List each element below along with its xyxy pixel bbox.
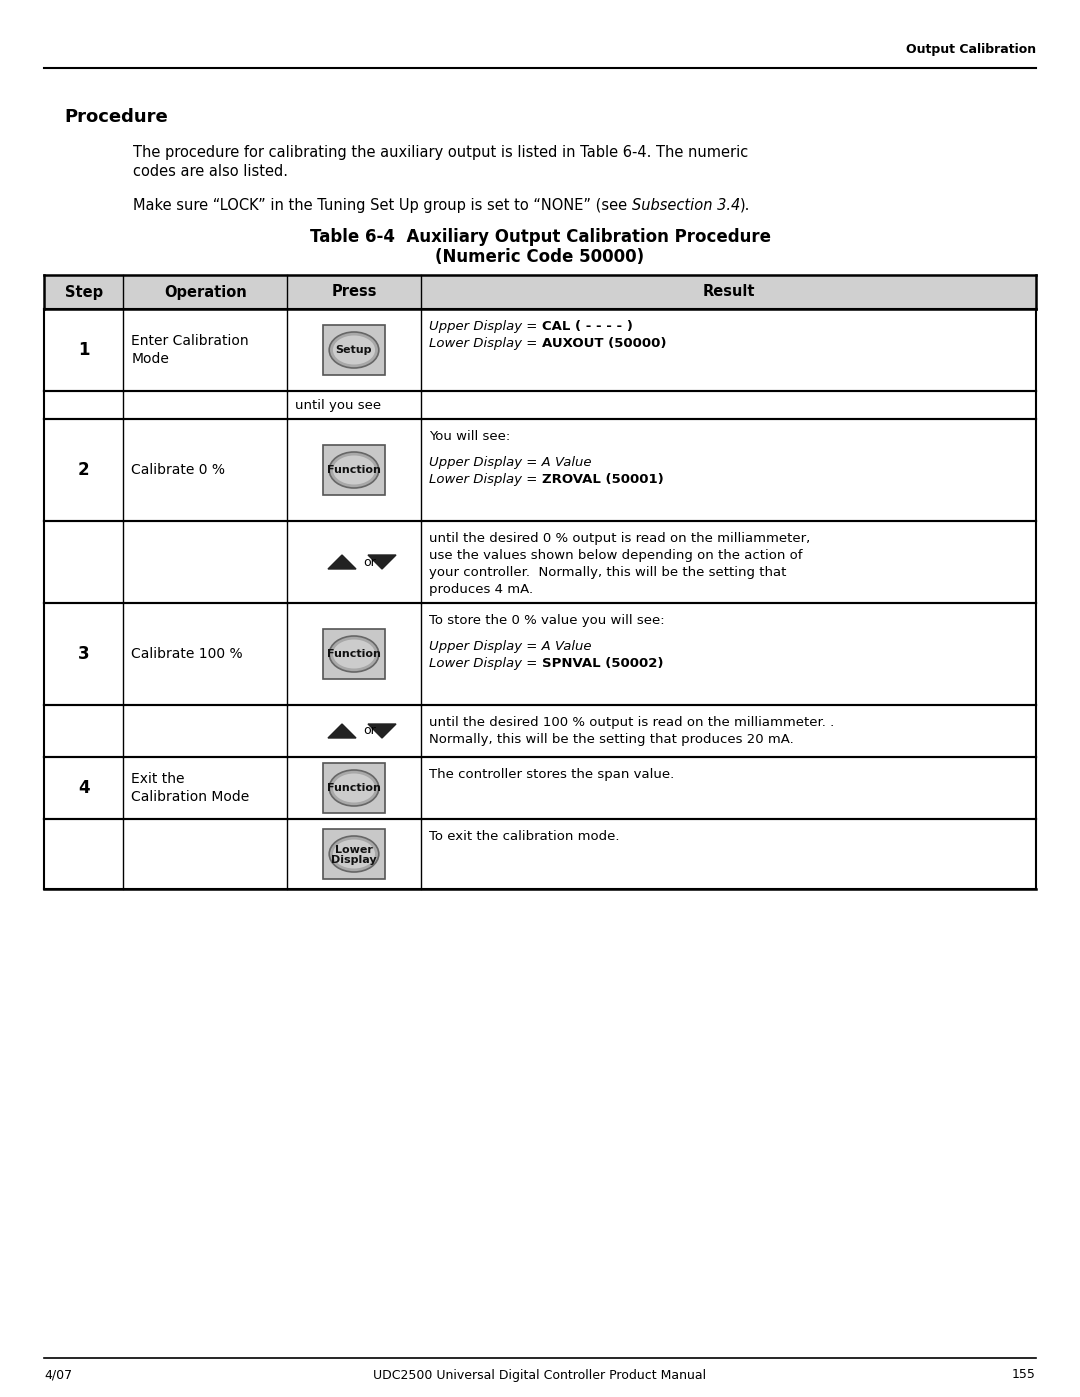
Text: use the values shown below depending on the action of: use the values shown below depending on … bbox=[429, 549, 802, 562]
Text: Function: Function bbox=[327, 465, 381, 475]
Text: 4/07: 4/07 bbox=[44, 1369, 72, 1382]
Text: To exit the calibration mode.: To exit the calibration mode. bbox=[429, 830, 620, 842]
Text: Procedure: Procedure bbox=[64, 108, 167, 126]
Text: 4: 4 bbox=[78, 780, 90, 798]
Ellipse shape bbox=[329, 636, 379, 672]
Polygon shape bbox=[368, 724, 396, 738]
Text: Step: Step bbox=[65, 285, 103, 299]
Text: 2: 2 bbox=[78, 461, 90, 479]
Text: = A Value: = A Value bbox=[522, 457, 592, 469]
Text: UDC2500 Universal Digital Controller Product Manual: UDC2500 Universal Digital Controller Pro… bbox=[374, 1369, 706, 1382]
Text: AUXOUT (50000): AUXOUT (50000) bbox=[541, 337, 666, 351]
Text: Lower Display: Lower Display bbox=[429, 337, 522, 351]
Text: Lower: Lower bbox=[335, 845, 373, 855]
Text: Calibrate 0 %: Calibrate 0 % bbox=[132, 462, 226, 476]
Ellipse shape bbox=[329, 453, 379, 488]
Text: The controller stores the span value.: The controller stores the span value. bbox=[429, 768, 674, 781]
Text: = A Value: = A Value bbox=[522, 640, 592, 654]
Text: Lower Display: Lower Display bbox=[429, 474, 522, 486]
Bar bbox=[44, 275, 1036, 309]
Ellipse shape bbox=[329, 332, 379, 367]
FancyBboxPatch shape bbox=[323, 326, 384, 374]
Text: You will see:: You will see: bbox=[429, 430, 510, 443]
Text: Press: Press bbox=[332, 285, 377, 299]
Ellipse shape bbox=[333, 455, 375, 485]
Ellipse shape bbox=[333, 640, 375, 669]
Text: Result: Result bbox=[702, 285, 755, 299]
Text: Mode: Mode bbox=[132, 352, 170, 366]
Ellipse shape bbox=[333, 840, 375, 869]
Ellipse shape bbox=[329, 770, 379, 806]
Text: Enter Calibration: Enter Calibration bbox=[132, 334, 249, 348]
Text: Function: Function bbox=[327, 782, 381, 793]
Polygon shape bbox=[368, 555, 396, 569]
Text: until the desired 100 % output is read on the milliammeter. .: until the desired 100 % output is read o… bbox=[429, 717, 834, 729]
Polygon shape bbox=[328, 724, 356, 738]
Text: 3: 3 bbox=[78, 645, 90, 664]
Text: Normally, this will be the setting that produces 20 mA.: Normally, this will be the setting that … bbox=[429, 733, 794, 746]
Text: ).: ). bbox=[740, 198, 751, 212]
Text: Output Calibration: Output Calibration bbox=[906, 43, 1036, 56]
Text: your controller.  Normally, this will be the setting that: your controller. Normally, this will be … bbox=[429, 566, 786, 578]
Polygon shape bbox=[328, 555, 356, 569]
Text: Operation: Operation bbox=[164, 285, 246, 299]
Ellipse shape bbox=[329, 835, 379, 872]
Text: codes are also listed.: codes are also listed. bbox=[133, 163, 288, 179]
Text: produces 4 mA.: produces 4 mA. bbox=[429, 583, 534, 597]
Text: Setup: Setup bbox=[336, 345, 373, 355]
Text: (Numeric Code 50000): (Numeric Code 50000) bbox=[435, 249, 645, 265]
Text: Make sure “LOCK” in the Tuning Set Up group is set to “NONE” (see: Make sure “LOCK” in the Tuning Set Up gr… bbox=[133, 198, 632, 212]
Text: To store the 0 % value you will see:: To store the 0 % value you will see: bbox=[429, 615, 664, 627]
Text: or: or bbox=[363, 556, 376, 569]
Text: Table 6-4  Auxiliary Output Calibration Procedure: Table 6-4 Auxiliary Output Calibration P… bbox=[310, 228, 770, 246]
Text: Upper Display: Upper Display bbox=[429, 320, 522, 332]
FancyBboxPatch shape bbox=[323, 828, 384, 879]
Text: Calibrate 100 %: Calibrate 100 % bbox=[132, 647, 243, 661]
Text: SPNVAL (50002): SPNVAL (50002) bbox=[541, 658, 663, 671]
Text: 155: 155 bbox=[1012, 1369, 1036, 1382]
Text: Display: Display bbox=[332, 855, 377, 865]
Ellipse shape bbox=[333, 774, 375, 802]
Text: Calibration Mode: Calibration Mode bbox=[132, 789, 249, 805]
Text: until the desired 0 % output is read on the milliammeter,: until the desired 0 % output is read on … bbox=[429, 532, 810, 545]
Text: Upper Display: Upper Display bbox=[429, 457, 522, 469]
Text: or: or bbox=[363, 725, 376, 738]
Ellipse shape bbox=[333, 335, 375, 365]
Text: Lower Display: Lower Display bbox=[429, 658, 522, 671]
Text: Function: Function bbox=[327, 650, 381, 659]
FancyBboxPatch shape bbox=[323, 763, 384, 813]
FancyBboxPatch shape bbox=[323, 446, 384, 495]
Text: until you see: until you see bbox=[295, 398, 381, 412]
Text: CAL ( - - - - ): CAL ( - - - - ) bbox=[542, 320, 633, 332]
Text: Subsection 3.4: Subsection 3.4 bbox=[632, 198, 740, 212]
FancyBboxPatch shape bbox=[323, 629, 384, 679]
Text: Exit the: Exit the bbox=[132, 773, 185, 787]
Text: =: = bbox=[522, 337, 541, 351]
Text: Upper Display: Upper Display bbox=[429, 640, 522, 654]
Text: =: = bbox=[522, 658, 541, 671]
Text: ZROVAL (50001): ZROVAL (50001) bbox=[541, 474, 663, 486]
Text: 1: 1 bbox=[78, 341, 90, 359]
Text: =: = bbox=[522, 320, 542, 332]
Text: The procedure for calibrating the auxiliary output is listed in Table 6-4. The n: The procedure for calibrating the auxili… bbox=[133, 145, 748, 161]
Text: =: = bbox=[522, 474, 541, 486]
